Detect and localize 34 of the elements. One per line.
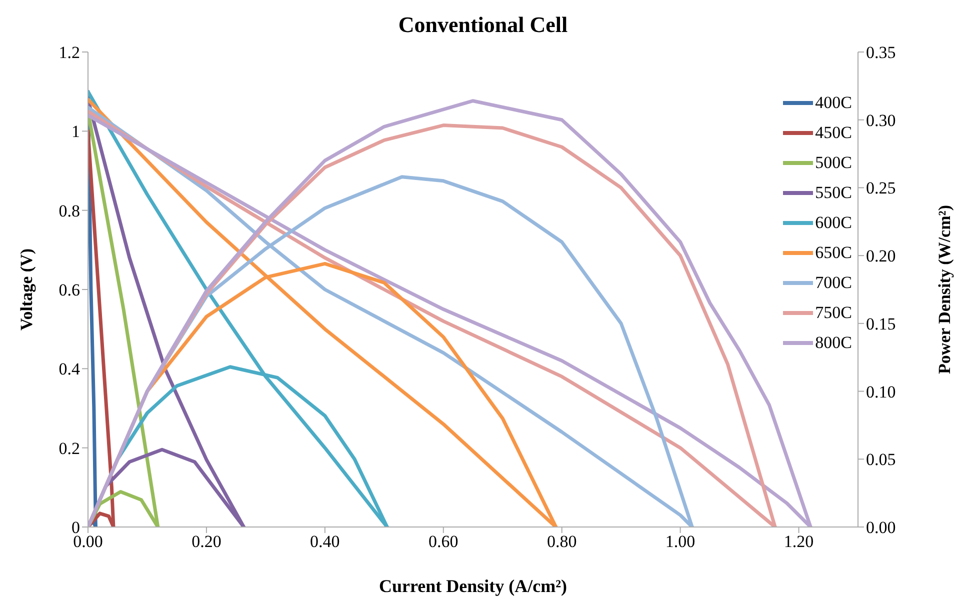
y-tick-label: 1 <box>72 122 80 142</box>
legend-label: 600C <box>815 213 852 233</box>
y2-tick-label: 0.05 <box>866 450 896 470</box>
y2-tick-label: 0.25 <box>866 178 896 198</box>
legend-label: 400C <box>815 93 852 113</box>
y2-tick-label: 0.15 <box>866 314 896 334</box>
chart-title: Conventional Cell <box>397 11 569 39</box>
x-tick-label: 0.60 <box>428 532 458 552</box>
x-tick-label: 0.00 <box>73 532 103 552</box>
legend-label: 800C <box>815 333 852 353</box>
legend-label: 700C <box>815 273 852 293</box>
y2-tick-label: 0.20 <box>866 246 896 266</box>
legend-label: 750C <box>815 303 852 323</box>
y2-tick-label: 0.35 <box>866 43 896 62</box>
y2-tick-label: 0.10 <box>866 382 896 402</box>
y2-axis-title: Power Density (W/cm²) <box>935 204 954 374</box>
x-tick-label: 0.80 <box>546 532 577 552</box>
legend-label: 550C <box>815 183 852 203</box>
y-tick-label: 0.6 <box>58 280 80 300</box>
x-tick-label: 1.00 <box>665 532 696 552</box>
y2-tick-label: 0.30 <box>866 110 896 130</box>
y-tick-label: 1.2 <box>58 43 80 62</box>
y-tick-label: 0.8 <box>58 201 80 220</box>
y2-tick-label: 0.00 <box>866 518 896 538</box>
legend-label: 500C <box>815 153 852 173</box>
x-tick-label: 0.20 <box>192 532 222 552</box>
x-axis-title: Current Density (A/cm²) <box>378 576 568 596</box>
legend-label: 650C <box>815 243 852 263</box>
legend-label: 450C <box>815 123 852 143</box>
y-tick-label: 0.4 <box>58 360 80 379</box>
x-tick-label: 0.40 <box>310 532 340 552</box>
y-tick-label: 0.2 <box>58 438 80 458</box>
x-tick-label: 1.20 <box>784 532 814 552</box>
y-axis-title: Voltage (V) <box>17 248 36 330</box>
